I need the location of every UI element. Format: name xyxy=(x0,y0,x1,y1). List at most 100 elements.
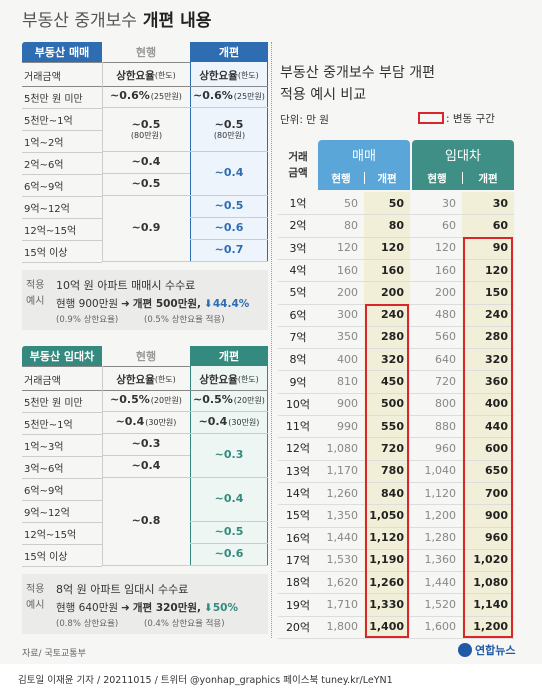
value: 1,520 xyxy=(424,598,457,612)
value: 440 xyxy=(485,419,508,433)
value: 80 xyxy=(388,218,404,232)
amount: 12억 xyxy=(285,442,311,456)
amount: 6억 xyxy=(289,308,307,322)
rate-cell: ~0.9 xyxy=(102,196,190,262)
amount: 5천만 원 미만 xyxy=(24,93,83,105)
amount: 5천만 원 미만 xyxy=(24,397,83,409)
amount: 10억 xyxy=(285,397,311,411)
section-label: 부동산 임대차 xyxy=(22,346,102,366)
rate: ~0.4 xyxy=(131,155,161,169)
amount: 9억~12억 xyxy=(24,203,70,215)
arrow xyxy=(118,602,133,614)
value: 450 xyxy=(381,375,404,389)
value: 320 xyxy=(381,352,404,366)
amount: 12억~15억 xyxy=(24,225,77,237)
row-line xyxy=(22,108,102,109)
rate-cell: ~0.5 (80만원) xyxy=(190,108,268,152)
amount: 6억~9억 xyxy=(24,485,64,497)
sub-header: 개편 xyxy=(377,172,397,185)
row-line xyxy=(22,544,102,545)
row-line xyxy=(278,415,514,416)
amount: 1억~2억 xyxy=(24,137,64,149)
rate-cell: ~0.6 xyxy=(190,218,268,240)
value: 1,120 xyxy=(369,531,404,545)
rate-cell: ~0.5% (20만원) xyxy=(102,390,190,412)
amount: 19억 xyxy=(285,598,311,612)
row-line xyxy=(22,456,102,457)
example-line: 현행 900만원 개편 500만원, 44.4% xyxy=(56,296,249,311)
row-line xyxy=(278,481,514,483)
rate: ~0.4 xyxy=(131,459,161,473)
rate-cap: (20만원) xyxy=(233,395,265,405)
rate-header-main: 상한요율 xyxy=(199,373,238,386)
rate-cell: ~0.6 xyxy=(190,544,268,566)
amount: 15억 xyxy=(285,509,311,523)
value: 320 xyxy=(485,352,508,366)
value: 780 xyxy=(381,464,404,478)
title: 부동산 중개보수 개편 내용 xyxy=(22,6,211,31)
rate-cell: ~0.4 xyxy=(190,152,268,196)
row-line xyxy=(278,236,514,238)
sub-header: 개편 xyxy=(478,172,498,185)
amount: 5천만~1억 xyxy=(24,115,73,127)
value: 1,050 xyxy=(369,508,404,522)
rate-cell: ~0.4 xyxy=(102,456,190,478)
group-label: 임대차 xyxy=(445,148,481,164)
current-label: 현행 xyxy=(135,350,157,363)
logo: 연합뉴스 xyxy=(458,642,515,658)
example-title: 10억 원 아파트 매매시 수수료 xyxy=(56,279,196,292)
amount: 9억 xyxy=(289,375,307,389)
rate: ~0.6 xyxy=(214,547,244,561)
example-note: (0.8% 상한요율) xyxy=(56,619,119,629)
amount: 2억 xyxy=(289,219,307,233)
value: 160 xyxy=(435,263,456,277)
rate: ~0.6 xyxy=(214,221,244,235)
value: 1,710 xyxy=(326,598,359,612)
reform-label: 개편 xyxy=(190,346,268,366)
logo-icon xyxy=(458,643,472,657)
amount-header: 거래금액 xyxy=(24,375,61,387)
example-title: 8억 원 아파트 임대시 수수료 xyxy=(56,583,189,596)
amount: 15억 이상 xyxy=(24,247,68,259)
value: 1,280 xyxy=(424,531,457,545)
row-line xyxy=(278,638,514,639)
down-arrow xyxy=(204,298,213,310)
amount: 18억 xyxy=(285,576,311,590)
row-line xyxy=(22,130,102,131)
value: 1,200 xyxy=(424,508,457,522)
example-label: 적용 예시 xyxy=(26,582,50,614)
value: 1,530 xyxy=(326,553,359,567)
amount: 14억 xyxy=(285,487,311,501)
header-line xyxy=(22,86,268,87)
amount: 5천만~1억 xyxy=(24,419,73,431)
row-line xyxy=(22,240,102,241)
value: 1,360 xyxy=(424,553,457,567)
source: 자료/ 국토교통부 xyxy=(22,649,86,659)
header-line xyxy=(22,390,268,391)
value: 280 xyxy=(381,330,404,344)
value: 720 xyxy=(381,441,404,455)
sub-header: 현행 xyxy=(331,172,351,185)
rate-cap: (80만원) xyxy=(213,131,246,141)
value: 60 xyxy=(492,218,508,232)
rate: ~0.5% xyxy=(193,393,233,407)
rate-header: 상한요율 (한도) xyxy=(190,64,268,86)
value: 350 xyxy=(337,330,358,344)
amount: 1억~3억 xyxy=(24,441,64,453)
value: 160 xyxy=(337,263,358,277)
amount: 6억~9억 xyxy=(24,181,64,193)
value: 480 xyxy=(435,308,456,322)
value: 800 xyxy=(435,397,456,411)
rate-header-main: 상한요율 xyxy=(116,69,155,82)
reform-label: 개편 xyxy=(190,42,268,62)
value: 1,170 xyxy=(326,464,359,478)
rate-cell: ~0.3 xyxy=(102,434,190,456)
reform-column xyxy=(190,62,268,262)
example-line: 현행 640만원 개편 320만원, 50% xyxy=(56,600,238,615)
arrow xyxy=(118,298,133,310)
rate: ~0.5 xyxy=(131,117,161,131)
value: 1,120 xyxy=(424,486,457,500)
reform-column xyxy=(190,366,268,566)
rate-cell: ~0.4 (30만원) xyxy=(102,412,190,434)
